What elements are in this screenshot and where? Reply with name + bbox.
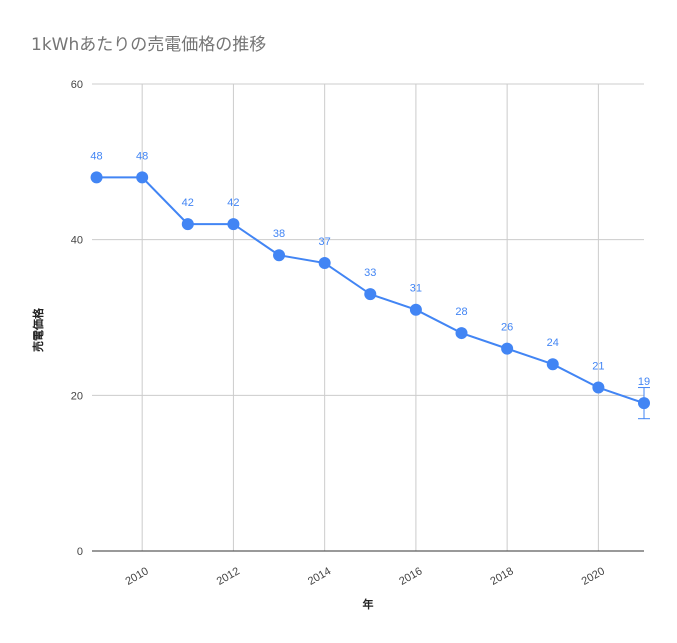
y-tick-label: 40 — [71, 235, 83, 247]
data-point — [318, 257, 331, 270]
x-tick-label: 2020 — [580, 565, 607, 588]
data-label: 37 — [319, 236, 331, 248]
x-tick-label: 2010 — [123, 565, 150, 588]
data-label: 24 — [547, 337, 559, 349]
data-label: 26 — [501, 322, 513, 334]
data-point — [501, 342, 514, 355]
data-point — [90, 171, 103, 184]
data-point — [273, 249, 286, 262]
data-label: 38 — [273, 228, 285, 240]
data-label: 21 — [592, 361, 604, 373]
chart-title: 1kWhあたりの売電価格の推移 — [31, 35, 267, 55]
data-point — [546, 358, 559, 371]
data-label: 19 — [638, 376, 650, 388]
data-label: 33 — [364, 267, 376, 279]
data-point — [638, 397, 650, 410]
data-label: 31 — [410, 283, 422, 295]
y-axis-title: 売電価格 — [31, 307, 45, 352]
data-label: 42 — [227, 197, 239, 209]
data-point — [181, 218, 194, 231]
axes: 0 20 40 60 2010 2012 2014 2016 2018 2020 — [71, 79, 644, 588]
x-tick-label: 2016 — [397, 565, 424, 588]
y-tick-label: 60 — [71, 79, 83, 91]
data-point — [364, 288, 377, 301]
data-label: 42 — [182, 197, 194, 209]
data-point — [227, 218, 240, 231]
data-point — [592, 381, 605, 394]
gridlines — [92, 83, 644, 551]
data-label: 48 — [90, 150, 102, 162]
x-axis-title: 年 — [363, 597, 374, 611]
data-labels: 48 48 42 42 38 37 33 31 28 26 24 21 19 — [90, 150, 650, 388]
data-label: 28 — [455, 306, 467, 318]
data-label: 48 — [136, 150, 148, 162]
y-tick-label: 20 — [71, 390, 83, 402]
x-tick-label: 2018 — [488, 565, 515, 588]
x-tick-label: 2014 — [306, 565, 333, 588]
y-tick-label: 0 — [77, 546, 83, 558]
series-line — [90, 171, 650, 420]
data-point — [409, 303, 422, 316]
data-point — [455, 327, 468, 340]
data-point — [136, 171, 149, 184]
x-tick-label: 2012 — [215, 565, 242, 588]
